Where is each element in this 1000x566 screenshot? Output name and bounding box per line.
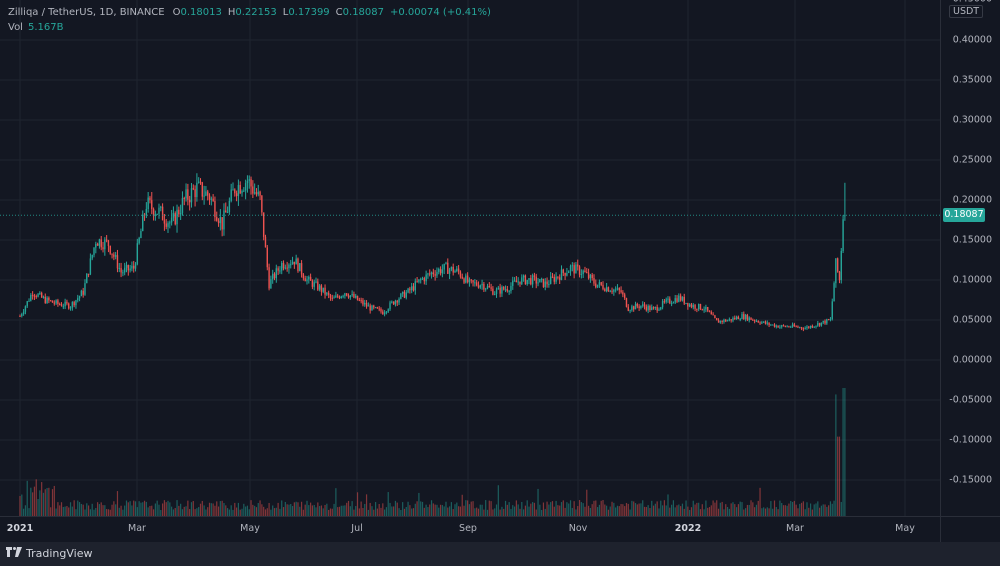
price-tick-label: -0.15000 bbox=[949, 474, 992, 486]
volume-label[interactable]: Vol bbox=[8, 22, 23, 33]
price-tick-label: 0.25000 bbox=[952, 154, 992, 166]
close-value: 0.18087 bbox=[342, 7, 385, 18]
price-pane[interactable]: Zilliqa / TetherUS, 1D, BINANCE O 0.18013… bbox=[0, 0, 940, 516]
time-tick-label: May bbox=[240, 523, 260, 534]
footer: TradingView bbox=[0, 542, 1000, 566]
price-tick-label: 0.00000 bbox=[952, 354, 992, 366]
price-tick-label: 0.40000 bbox=[952, 34, 992, 46]
last-price-label: 0.18087 bbox=[943, 208, 985, 223]
price-tick-label: -0.05000 bbox=[949, 394, 992, 406]
time-tick-label: Jul bbox=[351, 523, 363, 534]
tradingview-logo-icon bbox=[6, 546, 22, 560]
tradingview-brand[interactable]: TradingView bbox=[6, 546, 92, 560]
time-scale[interactable]: 2021 Mar May Jul Sep Nov 2022 Mar May bbox=[0, 516, 940, 542]
symbol-legend: Zilliqa / TetherUS, 1D, BINANCE O 0.18013… bbox=[8, 5, 497, 35]
time-tick-label: 2022 bbox=[674, 523, 702, 534]
low-value: 0.17399 bbox=[288, 7, 330, 18]
ohlc-row: Zilliqa / TetherUS, 1D, BINANCE O 0.18013… bbox=[8, 5, 497, 20]
price-tick-partial: 0.45000 bbox=[953, 0, 992, 5]
high-value: 0.22153 bbox=[235, 7, 277, 18]
change-value: +0.00074 (+0.41%) bbox=[390, 7, 491, 18]
time-tick-label: Sep bbox=[459, 523, 477, 534]
price-tick-label: 0.10000 bbox=[952, 274, 992, 286]
time-tick-label: 2021 bbox=[6, 523, 34, 534]
volume-value: 5.167B bbox=[27, 22, 64, 33]
open-label: O bbox=[172, 7, 181, 18]
time-tick-label: Nov bbox=[568, 523, 588, 534]
symbol-title[interactable]: Zilliqa / TetherUS, 1D, BINANCE bbox=[8, 7, 165, 18]
volume-row: Vol 5.167B bbox=[8, 20, 497, 35]
candlestick-chart[interactable] bbox=[0, 0, 940, 516]
high-label: H bbox=[227, 7, 236, 18]
price-tick-label: 0.05000 bbox=[952, 314, 992, 326]
scale-corner bbox=[940, 516, 1000, 542]
price-tick-label: 0.30000 bbox=[952, 114, 992, 126]
open-value: 0.18013 bbox=[180, 7, 222, 18]
time-tick-label: Mar bbox=[786, 523, 804, 534]
time-tick-label: May bbox=[895, 523, 915, 534]
price-scale[interactable]: 0.45000 USDT 0.40000 0.35000 0.30000 0.2500… bbox=[940, 0, 1000, 516]
price-tick-label: -0.10000 bbox=[949, 434, 992, 446]
close-label: C bbox=[335, 7, 343, 18]
low-label: L bbox=[282, 7, 289, 18]
tradingview-label: TradingView bbox=[26, 546, 93, 560]
time-tick-label: Mar bbox=[128, 523, 146, 534]
currency-badge[interactable]: USDT bbox=[949, 5, 984, 18]
price-tick-label: 0.20000 bbox=[952, 194, 992, 206]
price-tick-label: 0.35000 bbox=[952, 74, 992, 86]
price-tick-label: 0.15000 bbox=[952, 234, 992, 246]
